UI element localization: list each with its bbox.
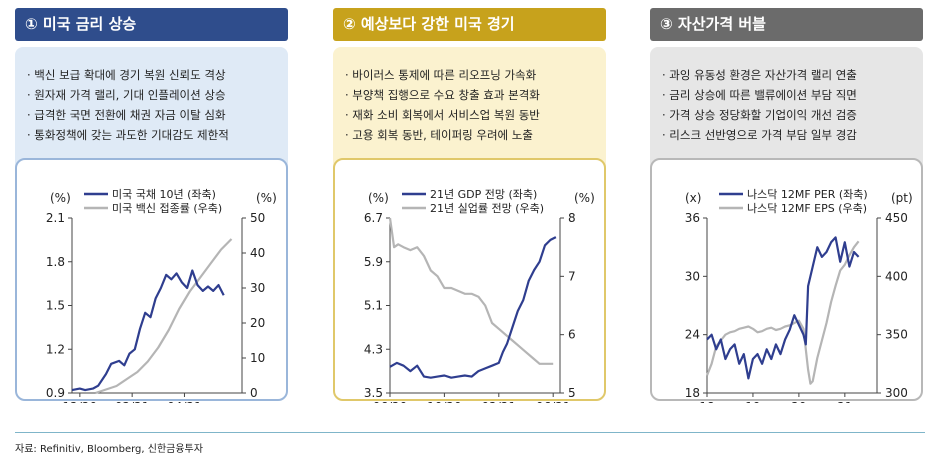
panel-us-economy: ② 예상보다 강한 미국 경기 · 바이러스 통제에 따른 리오프닝 가속화 ·… <box>333 8 606 403</box>
right-tick-label: 7 <box>568 269 576 283</box>
left-tick-label: 4.3 <box>364 342 383 356</box>
panel-us-rates: ① 미국 금리 상승 · 백신 보급 확대에 경기 복원 신뢰도 격상 · 원자… <box>15 8 288 403</box>
chart-nasdaq-per-eps: (x) (pt) 36 30 24 18 450 400 350 300 18 19 20 21 나스닥 1… <box>685 188 913 403</box>
right-tick-label: 20 <box>250 316 265 330</box>
left-axis-unit: (%) <box>368 191 389 205</box>
x-tick-label: 06/20 <box>373 400 408 403</box>
right-tick-label: 450 <box>885 211 908 225</box>
left-axis-unit: (%) <box>50 191 71 205</box>
right-tick-label: 40 <box>250 246 265 260</box>
bullet-item: · 과잉 유동성 환경은 자산가격 랠리 연출 <box>662 68 857 82</box>
x-tick-label: 18 <box>699 400 714 403</box>
left-tick-label: 36 <box>685 211 700 225</box>
bullet-item: · 재화 소비 회복에서 서비스업 복원 동반 <box>345 108 540 122</box>
panel-title: ③ 자산가격 버블 <box>650 8 923 41</box>
right-tick-label: 10 <box>250 351 265 365</box>
x-tick-label: 12/20 <box>63 400 98 403</box>
footer-divider <box>15 432 925 433</box>
left-axis-unit: (x) <box>685 191 701 205</box>
x-tick-label: 02/21 <box>115 400 150 403</box>
bullet-item: · 리스크 선반영으로 가격 부담 일부 경감 <box>662 128 857 142</box>
legend-label: 21년 GDP 전망 (좌축) <box>430 188 537 201</box>
right-tick-label: 300 <box>885 386 908 400</box>
panel-title: ② 예상보다 강한 미국 경기 <box>333 8 606 41</box>
source-note: 자료: Refinitiv, Bloomberg, 신한금융투자 <box>15 444 203 455</box>
bullet-item: · 원자재 가격 랠리, 기대 인플레이션 상승 <box>27 88 226 102</box>
series-line-1 <box>71 269 225 392</box>
bullet-item: · 바이러스 통제에 따른 리오프닝 가속화 <box>345 68 537 82</box>
x-tick-label: 06/21 <box>536 400 571 403</box>
legend-label: 나스닥 12MF EPS (우축) <box>747 202 867 215</box>
right-axis-unit: (pt) <box>891 191 913 205</box>
left-tick-label: 3.5 <box>364 386 383 400</box>
left-tick-label: 5.9 <box>364 255 383 269</box>
series-line-1 <box>389 236 557 379</box>
series-line-1 <box>706 236 860 380</box>
legend-label: 미국 백신 접종률 (우축) <box>112 202 222 215</box>
chart-box: (%) (%) 6.7 5.9 5.1 4.3 3.5 8 7 6 5 06/20 10/20 02/21… <box>333 158 606 403</box>
series-line-2 <box>95 238 233 395</box>
bullet-item: · 급격한 국면 전환에 채권 자금 이탈 심화 <box>27 108 226 122</box>
chart-box: (x) (pt) 36 30 24 18 450 400 350 300 18 19 20 21 나스닥 1… <box>650 158 923 403</box>
right-tick-label: 6 <box>568 328 576 342</box>
x-tick-label: 20 <box>791 400 806 403</box>
bullet-item: · 고용 회복 동반, 테이퍼링 우려에 노출 <box>345 128 533 142</box>
left-tick-label: 18 <box>685 386 700 400</box>
right-tick-label: 350 <box>885 328 908 342</box>
left-tick-label: 0.9 <box>46 386 65 400</box>
bullet-item: · 부양책 집행으로 수요 창출 효과 본격화 <box>345 88 540 102</box>
right-axis-unit: (%) <box>256 191 277 205</box>
left-tick-label: 1.8 <box>46 255 65 269</box>
series-line-2 <box>388 217 554 365</box>
panel-title: ① 미국 금리 상승 <box>15 8 288 41</box>
x-tick-label: 02/21 <box>482 400 517 403</box>
legend-label: 나스닥 12MF PER (좌축) <box>747 188 868 201</box>
left-tick-label: 1.5 <box>46 299 65 313</box>
x-tick-label: 21 <box>837 400 852 403</box>
left-tick-label: 30 <box>685 269 700 283</box>
right-tick-label: 5 <box>568 386 576 400</box>
x-tick-label: 10/20 <box>427 400 462 403</box>
legend-label: 미국 국채 10년 (좌축) <box>112 188 216 201</box>
right-tick-label: 8 <box>568 211 576 225</box>
legend-label: 21년 실업률 전망 (우축) <box>430 202 544 215</box>
chart-gdp-unemployment: (%) (%) 6.7 5.9 5.1 4.3 3.5 8 7 6 5 06/20 10/20 02/21… <box>364 188 595 403</box>
right-tick-label: 30 <box>250 281 265 295</box>
right-tick-label: 0 <box>250 386 258 400</box>
left-tick-label: 24 <box>685 328 700 342</box>
left-tick-label: 5.1 <box>364 299 383 313</box>
bullet-item: · 통화정책에 갖는 과도한 기대감도 제한적 <box>27 128 229 142</box>
chart-rates-vaccine: (%) (%) 2.1 1.8 1.5 1.2 0.9 50 40 30 20 10 0 12/20 02/… <box>46 188 277 403</box>
bullet-item: · 가격 상승 정당화할 기업이익 개선 검증 <box>662 108 857 122</box>
x-tick-label: 04/21 <box>167 400 202 403</box>
chart-box: (%) (%) 2.1 1.8 1.5 1.2 0.9 50 40 30 20 10 0 12/20 02/… <box>15 158 288 403</box>
left-tick-label: 6.7 <box>364 211 383 225</box>
right-tick-label: 400 <box>885 269 908 283</box>
left-tick-label: 1.2 <box>46 342 65 356</box>
x-tick-label: 19 <box>745 400 760 403</box>
right-tick-label: 50 <box>250 211 265 225</box>
left-tick-label: 2.1 <box>46 211 65 225</box>
right-axis-unit: (%) <box>574 191 595 205</box>
series-line-2 <box>705 240 860 385</box>
bullet-item: · 백신 보급 확대에 경기 복원 신뢰도 격상 <box>27 68 226 82</box>
bullet-item: · 금리 상승에 따른 밸류에이션 부담 직면 <box>662 88 857 102</box>
panel-asset-bubble: ③ 자산가격 버블 · 과잉 유동성 환경은 자산가격 랠리 연출 · 금리 상… <box>650 8 923 403</box>
